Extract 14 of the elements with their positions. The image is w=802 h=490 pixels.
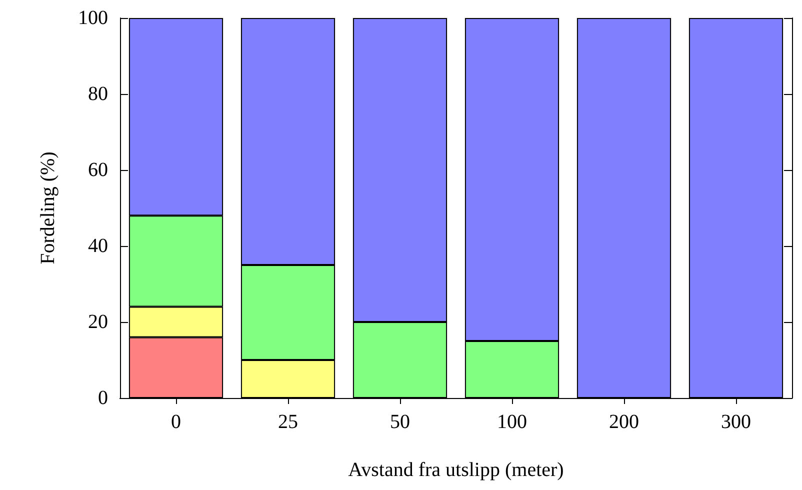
x-tick-label: 300 (721, 411, 751, 433)
y-tick-label: 100 (78, 7, 108, 29)
x-tick-label: 0 (171, 411, 181, 433)
x-tick-label: 50 (390, 411, 410, 433)
x-tick-label: 25 (278, 411, 298, 433)
y-tick-label: 60 (88, 159, 108, 181)
x-tick-label: 200 (609, 411, 639, 433)
y-tick-label: 0 (98, 387, 108, 409)
x-tick-label: 100 (497, 411, 527, 433)
y-tick-label: 40 (88, 235, 108, 257)
x-axis-title: Avstand fra utslipp (meter) (348, 459, 564, 481)
y-tick-label: 20 (88, 311, 108, 333)
y-axis-title: Fordeling (%) (37, 152, 59, 264)
y-tick-label: 80 (88, 83, 108, 105)
